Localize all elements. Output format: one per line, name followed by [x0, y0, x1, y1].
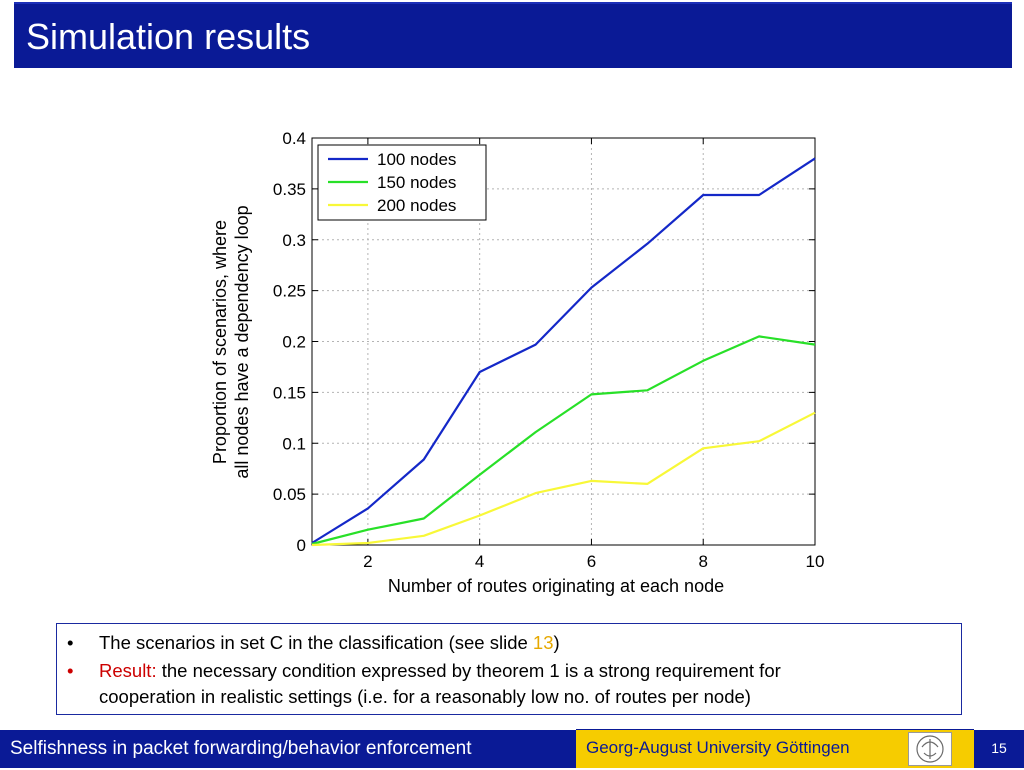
x-tick-label: 8 [698, 552, 707, 571]
bullet-text-end: ) [553, 632, 560, 653]
bullet-marker: • [67, 660, 74, 681]
y-tick-label: 0.2 [282, 333, 306, 352]
page-number: 15 [991, 740, 1007, 756]
footer-divider [576, 729, 974, 730]
y-tick-label: 0.25 [273, 282, 306, 301]
y-tick-label: 0.4 [282, 129, 306, 148]
bullet-text: the necessary condition expressed by the… [156, 660, 781, 681]
x-tick-label: 2 [363, 552, 372, 571]
result-label: Result: [99, 660, 157, 681]
x-axis-label: Number of routes originating at each nod… [388, 576, 724, 596]
slide-reference-link[interactable]: 13 [532, 632, 554, 653]
x-tick-label: 6 [587, 552, 596, 571]
university-seal-icon [908, 732, 952, 766]
x-tick-label: 4 [475, 552, 484, 571]
slide-title: Simulation results [26, 16, 311, 57]
axis-ticks: 0 0.05 0.1 0.15 0.2 0.25 0.3 0.35 0.4 2 4 6 8 10 [273, 129, 825, 571]
y-axis-label-line1: Proportion of scenarios, where [210, 220, 230, 464]
series-line-100-nodes [311, 157, 816, 544]
legend-label: 200 nodes [377, 196, 456, 215]
y-tick-label: 0.15 [273, 383, 306, 402]
y-tick-label: 0.3 [282, 231, 306, 250]
page-number-box: 15 [974, 730, 1024, 768]
bullet-marker: • [67, 632, 74, 653]
series-line-150-nodes [311, 335, 816, 546]
y-tick-label: 0 [297, 536, 306, 555]
line-chart: 0 0.05 0.1 0.15 0.2 0.25 0.3 0.35 0.4 2 4 6 8 10 100 … [210, 129, 825, 596]
y-tick-label: 0.35 [273, 180, 306, 199]
series-line-200-nodes [311, 411, 816, 547]
series-lines [311, 157, 816, 547]
bullet-box: • The scenarios in set C in the classifi… [56, 623, 962, 715]
legend-label: 100 nodes [377, 150, 456, 169]
x-tick-label: 10 [806, 552, 825, 571]
legend-label: 150 nodes [377, 173, 456, 192]
footer-left-text: Selfishness in packet forwarding/behavio… [10, 738, 472, 759]
chart-legend: 100 nodes 150 nodes 200 nodes [317, 144, 487, 221]
y-tick-label: 0.05 [273, 485, 306, 504]
y-axis-label-line2: all nodes have a dependency loop [232, 205, 252, 478]
footer-university-band: Georg-August University Göttingen [576, 730, 974, 768]
bullet-text: The scenarios in set C in the classifica… [99, 632, 533, 653]
title-bar: Simulation results [14, 2, 1012, 68]
bullet-text-line2: cooperation in realistic settings (i.e. … [99, 686, 751, 707]
footer-university-text: Georg-August University Göttingen [586, 738, 850, 757]
footer-course-title: Selfishness in packet forwarding/behavio… [0, 730, 576, 768]
y-tick-label: 0.1 [282, 434, 306, 453]
